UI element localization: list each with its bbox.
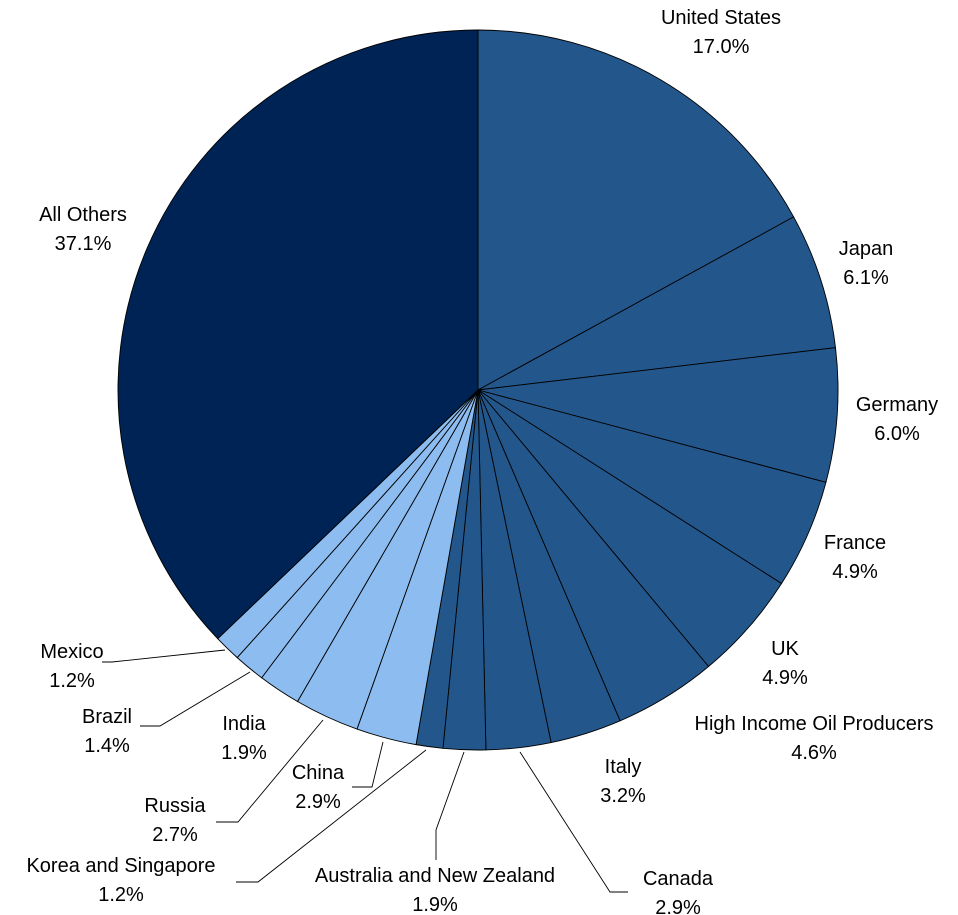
slice-label-india: India bbox=[222, 713, 266, 735]
leader-line-china bbox=[352, 741, 384, 788]
leader-line-mexico bbox=[102, 649, 226, 663]
slice-value-france: 4.9% bbox=[832, 561, 878, 583]
slice-value-korea-and-singapore: 1.2% bbox=[98, 884, 144, 906]
slice-value-united-states: 17.0% bbox=[693, 36, 750, 58]
leader-line-korea-and-singapore bbox=[236, 749, 427, 883]
slice-label-united-states: United States bbox=[661, 7, 781, 29]
slice-label-canada: Canada bbox=[643, 868, 714, 890]
leader-line-russia bbox=[216, 719, 324, 823]
slice-value-high-income-oil-producers: 4.6% bbox=[791, 742, 837, 764]
pie-slice-germany bbox=[477, 347, 839, 483]
slice-label-italy: Italy bbox=[605, 756, 642, 778]
leader-line-australia-and-new-zealand bbox=[435, 751, 465, 860]
slice-value-uk: 4.9% bbox=[762, 667, 808, 689]
slice-label-high-income-oil-producers: High Income Oil Producers bbox=[695, 713, 934, 735]
slice-value-germany: 6.0% bbox=[874, 423, 920, 445]
slice-value-russia: 2.7% bbox=[152, 824, 198, 846]
slice-label-france: France bbox=[824, 532, 886, 554]
slice-label-brazil: Brazil bbox=[82, 706, 132, 728]
leader-line-brazil bbox=[140, 671, 251, 727]
slice-label-korea-and-singapore: Korea and Singapore bbox=[26, 855, 215, 877]
slice-label-germany: Germany bbox=[856, 394, 938, 416]
slice-value-china: 2.9% bbox=[295, 791, 341, 813]
slice-value-canada: 2.9% bbox=[655, 897, 701, 915]
pie-slice-united-states bbox=[477, 29, 795, 391]
slice-label-china: China bbox=[292, 762, 345, 784]
leader-lines bbox=[102, 649, 628, 893]
slice-value-italy: 3.2% bbox=[600, 785, 646, 807]
slice-value-india: 1.9% bbox=[221, 742, 267, 764]
pie-slices bbox=[117, 29, 839, 751]
pie-slice-japan bbox=[477, 216, 836, 391]
slice-labels: United States 17.0% Japan 6.1% Germany 6.0% Fr… bbox=[26, 7, 938, 915]
leader-line-canada bbox=[519, 751, 628, 893]
slice-label-all-others: All Others bbox=[39, 204, 127, 226]
slice-value-all-others: 37.1% bbox=[55, 233, 112, 255]
slice-value-australia-and-new-zealand: 1.9% bbox=[412, 894, 458, 915]
pie-slice-all-others bbox=[117, 29, 479, 640]
slice-label-mexico: Mexico bbox=[40, 641, 103, 663]
slice-label-russia: Russia bbox=[144, 795, 206, 817]
slice-label-australia-and-new-zealand: Australia and New Zealand bbox=[315, 865, 555, 887]
slice-label-japan: Japan bbox=[839, 238, 894, 260]
slice-label-uk: UK bbox=[771, 638, 799, 660]
slice-value-japan: 6.1% bbox=[843, 267, 889, 289]
slice-value-brazil: 1.4% bbox=[84, 735, 130, 757]
slice-value-mexico: 1.2% bbox=[49, 670, 95, 692]
